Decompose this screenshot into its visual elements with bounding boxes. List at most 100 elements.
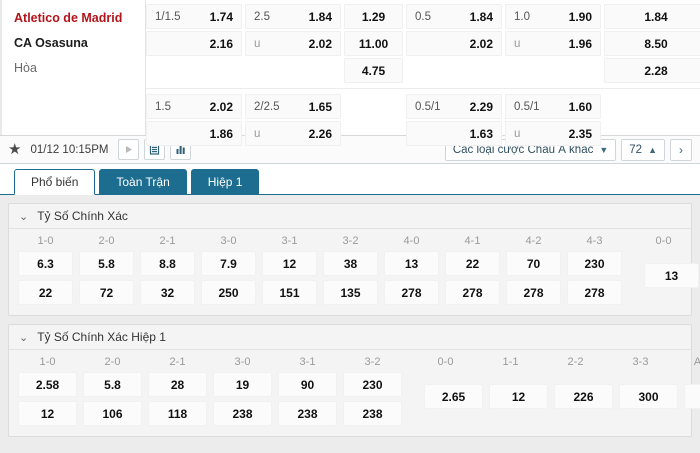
odds-cell[interactable]: 2.02 (406, 31, 502, 56)
score-odds-cell[interactable]: 72 (79, 280, 134, 305)
market-header[interactable]: ⌄ Tỷ Số Chính Xác (9, 204, 691, 229)
score-odds-group-b: 13102818030011 (641, 263, 700, 292)
score-label: 3-2 (364, 356, 381, 368)
score-odds-cell[interactable]: 5.8 (79, 251, 134, 276)
odds-cell[interactable]: 4.75 (344, 58, 403, 83)
odds-cell[interactable]: 1.5 2.02 (146, 94, 242, 119)
odds-value: 2.02 (469, 36, 493, 51)
score-odds-cell[interactable]: 13 (644, 263, 699, 288)
odds-cell[interactable]: 8.50 (604, 31, 700, 56)
score-odds-cell[interactable]: 90 (278, 372, 337, 397)
odds-value: 1.96 (568, 36, 592, 51)
score-label: 2-2 (567, 356, 584, 368)
score-odds-cell[interactable]: 230 (343, 372, 402, 397)
market-title: Tỷ Số Chính Xác (37, 209, 128, 223)
handicap-label: 2/2.5 (254, 100, 280, 113)
score-label-row: 1-02-02-13-03-13-24-04-14-24-30-01-12-23… (15, 232, 685, 251)
asian-market-select-label: Các loại cược Châu Á khác (452, 143, 594, 156)
score-odds-cell[interactable]: 250 (201, 280, 256, 305)
odds-row: 1.86 u 2.26 1.63 u 2.35 (146, 121, 700, 146)
odds-cell[interactable]: u 2.02 (245, 31, 341, 56)
odds-cell[interactable]: u 1.96 (505, 31, 601, 56)
score-odds-cell[interactable]: 151 (262, 280, 317, 305)
odds-cell[interactable]: 11.00 (344, 31, 403, 56)
odds-cell[interactable]: 1.0 1.90 (505, 4, 601, 29)
score-odds-cell[interactable]: 12 (262, 251, 317, 276)
odds-cell[interactable]: 0.5 1.84 (406, 4, 502, 29)
tab-2[interactable]: Hiệp 1 (190, 169, 260, 194)
score-odds-cell[interactable]: 278 (506, 280, 561, 305)
score-odds-cell[interactable]: 28 (148, 372, 207, 397)
score-odds-cell[interactable]: 19 (213, 372, 272, 397)
odds-cell[interactable]: 2/2.5 1.65 (245, 94, 341, 119)
chevron-down-icon: ▼ (599, 144, 609, 155)
score-odds-cell[interactable]: 6.3 (18, 251, 73, 276)
score-odds-group-a: 12 106 118 238 238 238 (15, 401, 405, 430)
markets-content: ⌄ Tỷ Số Chính Xác 1-0 2-0 2-1 3-0 3-1 3-2 4-0 4-1… (0, 195, 700, 453)
odds-cell[interactable]: 1.29 (344, 4, 403, 29)
odds-cell[interactable]: 0.5/1 1.60 (505, 94, 601, 119)
score-odds-cell[interactable]: 55 (684, 384, 700, 409)
score-label: 0-0 (655, 235, 672, 247)
score-odds-cell[interactable]: 38 (323, 251, 378, 276)
chevron-down-icon[interactable]: ⌄ (19, 210, 29, 223)
score-odds-cell[interactable]: 13 (384, 251, 439, 276)
odds-cell[interactable]: 2.28 (604, 58, 700, 83)
chevron-up-icon: ▲ (648, 144, 657, 155)
odds-count-select[interactable]: 72 ▲ (621, 138, 665, 161)
odds-value: 8.50 (644, 36, 668, 51)
score-label-row: 1-0 2-0 2-1 3-0 3-1 3-2 0-0 1-1 2-2 3-3 AOS (15, 353, 700, 372)
score-odds-row: 22 72 32 250 151 135 278 278 278 278 (15, 280, 685, 309)
score-odds-cell[interactable]: 230 (567, 251, 622, 276)
star-icon[interactable]: ★ (8, 141, 22, 158)
score-label: 0-0 (437, 356, 454, 368)
odds-cell[interactable]: 1.84 (604, 4, 700, 29)
odds-cell[interactable]: 2.5 1.84 (245, 4, 341, 29)
score-odds-cell[interactable]: 300 (619, 384, 678, 409)
score-odds-cell[interactable]: 22 (445, 251, 500, 276)
draw-label: Hòa (14, 61, 37, 75)
odds-value: 1.86 (209, 126, 233, 141)
score-odds-cell[interactable]: 2.65 (424, 384, 483, 409)
odds-value: 1.60 (568, 99, 592, 114)
score-label: 1-0 (39, 356, 56, 368)
score-label: 4-3 (586, 235, 603, 247)
score-odds-cell[interactable]: 8.8 (140, 251, 195, 276)
odds-cell[interactable]: 1.86 (146, 121, 242, 146)
chevron-down-icon[interactable]: ⌄ (19, 331, 29, 344)
next-page-button[interactable]: › (670, 138, 692, 161)
score-odds-cell[interactable]: 5.8 (83, 372, 142, 397)
tab-0[interactable]: Phổ biến (14, 169, 96, 195)
odds-cell[interactable]: u 2.26 (245, 121, 341, 146)
score-odds-cell[interactable]: 70 (506, 251, 561, 276)
match-timestamp: 01/12 10:15PM (30, 143, 109, 156)
odds-value: 1.29 (361, 9, 386, 24)
score-odds-cell[interactable]: 278 (445, 280, 500, 305)
odds-cell[interactable]: 1.63 (406, 121, 502, 146)
score-odds-row: 6.3 5.8 8.8 7.9 12 38 13 22 70 230 (15, 251, 685, 280)
odds-cell[interactable]: 2.16 (146, 31, 242, 56)
home-team-name[interactable]: Atletico de Madrid (14, 11, 123, 25)
score-odds-cell[interactable]: 135 (323, 280, 378, 305)
score-label-group-a: 1-0 2-0 2-1 3-0 3-1 3-2 4-0 4-1 4-2 4-3 (15, 232, 625, 251)
odds-cell-empty (505, 58, 601, 83)
market-header[interactable]: ⌄ Tỷ Số Chính Xác Hiệp 1 (9, 325, 691, 350)
score-odds-cell[interactable]: 32 (140, 280, 195, 305)
odds-cell[interactable]: 0.5/1 2.29 (406, 94, 502, 119)
play-icon[interactable] (118, 139, 140, 160)
score-odds-cell[interactable]: 226 (554, 384, 613, 409)
odds-cell[interactable]: 1/1.5 1.74 (146, 4, 242, 29)
tab-1[interactable]: Toàn Trận (99, 169, 187, 194)
score-odds-cell[interactable]: 278 (567, 280, 622, 305)
score-odds-cell[interactable]: 2.58 (18, 372, 77, 397)
score-odds-cell[interactable]: 7.9 (201, 251, 256, 276)
score-odds-cell[interactable]: 12 (489, 384, 548, 409)
away-team-name[interactable]: CA Osasuna (14, 36, 88, 50)
odds-value: 2.02 (308, 36, 332, 51)
score-odds-cell[interactable]: 22 (18, 280, 73, 305)
odds-cell[interactable]: u 2.35 (505, 121, 601, 146)
odds-value: 1.84 (469, 9, 493, 24)
score-odds-cell[interactable]: 278 (384, 280, 439, 305)
odds-cell-empty (604, 121, 700, 146)
score-label: 4-0 (403, 235, 420, 247)
